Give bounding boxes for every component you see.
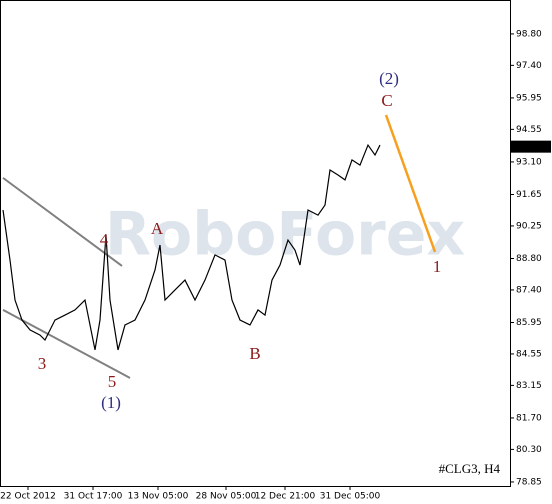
y-tick-label: 85.95 — [516, 318, 542, 328]
y-tick-label: 91.65 — [516, 190, 542, 200]
wave-label: 3 — [38, 354, 47, 373]
wave-label: 4 — [100, 230, 109, 249]
y-tick-label: 83.15 — [516, 381, 542, 391]
trendline — [2, 177, 123, 267]
wave-label: B — [249, 344, 260, 363]
x-tick-label: 12 Dec 21:00 — [255, 492, 316, 502]
y-tick-label: 84.55 — [516, 349, 542, 359]
plot-frame — [0, 0, 511, 487]
x-tick-label: 28 Nov 05:00 — [196, 492, 257, 502]
forecast-line — [384, 114, 437, 253]
x-tick-label: 31 Dec 05:00 — [320, 492, 381, 502]
watermark: RoboForex — [105, 200, 465, 270]
y-tick-label: 78.85 — [516, 477, 542, 487]
y-tick-label: 93.10 — [516, 157, 542, 167]
y-tick-label: 94.55 — [516, 125, 542, 135]
y-tick-label: 90.25 — [516, 221, 542, 231]
wave-label: 1 — [433, 257, 442, 276]
y-tick-label: 88.80 — [516, 254, 542, 264]
wave-label: A — [151, 219, 164, 238]
x-tick-label: 22 Oct 2012 — [0, 492, 56, 502]
chart-title: #CLG3, H4 — [439, 461, 501, 476]
price-line — [2, 143, 381, 351]
y-tick-label: 95.95 — [516, 93, 542, 103]
wave-label: (1) — [101, 393, 121, 412]
last-price-label: 93.78 — [515, 142, 541, 152]
x-tick-label: 13 Nov 05:00 — [128, 492, 189, 502]
y-tick-label: 87.40 — [516, 285, 542, 295]
y-tick-label: 97.40 — [516, 61, 542, 71]
y-tick-label: 80.30 — [516, 445, 542, 455]
y-tick-label: 81.70 — [516, 413, 542, 423]
last-price-box — [511, 140, 551, 153]
wave-label: 5 — [108, 372, 117, 391]
y-tick-label: 98.80 — [516, 29, 542, 39]
wave-label: (2) — [379, 69, 399, 88]
wave-label: C — [381, 91, 392, 110]
trendline — [2, 309, 131, 379]
x-tick-label: 31 Oct 17:00 — [64, 492, 123, 502]
